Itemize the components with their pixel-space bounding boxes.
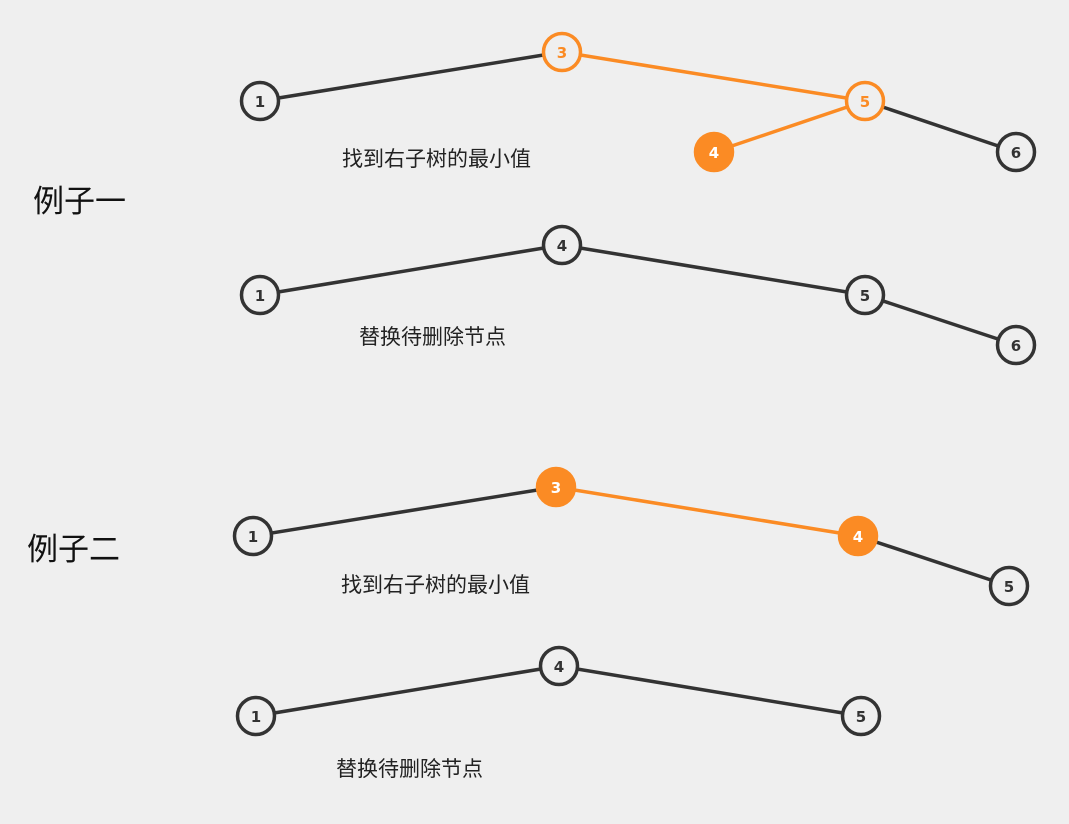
tree-node-4: 4 <box>541 224 583 266</box>
tree-node-label: 5 <box>860 287 870 305</box>
tree-node-label: 3 <box>557 44 567 62</box>
tree-node-label: 1 <box>255 287 265 305</box>
tree-node-5: 5 <box>988 565 1030 607</box>
tree-node-label: 1 <box>251 708 261 726</box>
tree-node-label: 4 <box>557 237 567 255</box>
tree-node-5: 5 <box>844 274 886 316</box>
tree-node-circle <box>538 645 580 687</box>
tree-node-label: 5 <box>860 93 870 111</box>
tree-node-label: 1 <box>255 93 265 111</box>
example-1-step-2: 1 4 5 6 替换待删除节点 <box>239 224 1037 366</box>
tree-node-circle <box>535 466 577 508</box>
tree-node-6: 6 <box>995 131 1037 173</box>
tree-node-circle <box>844 80 886 122</box>
tree-node-circle <box>693 131 735 173</box>
edge-a1-a3 <box>258 50 564 103</box>
tree-node-circle <box>541 224 583 266</box>
tree-node-label: 5 <box>1004 578 1014 596</box>
example-1-title: 例子一 <box>33 184 126 220</box>
edge-a5-a6 <box>863 99 1018 154</box>
tree-node-circle <box>239 274 281 316</box>
edge-c1-c3 <box>251 485 558 538</box>
example-2-title: 例子二 <box>27 532 120 568</box>
example-1-step-2-caption: 替换待删除节点 <box>359 325 506 349</box>
tree-node-circle <box>239 80 281 122</box>
example-2-step-1: 1 3 4 5 找到右子树的最小值 <box>232 466 1030 607</box>
edge-c4-c5 <box>856 534 1011 588</box>
tree-node-4: 4 <box>837 515 879 557</box>
example-1: 例子一 1 3 5 4 6 找到右子树的最小值 1 4 5 6 替换待删除节点 <box>33 31 1037 366</box>
tree-node-label: 4 <box>554 658 564 676</box>
edge-d1-d4 <box>254 664 561 718</box>
edge-a3-a5 <box>560 50 867 103</box>
example-1-step-2-edges <box>258 243 1018 347</box>
tree-node-1: 1 <box>232 515 274 557</box>
tree-node-1: 1 <box>239 80 281 122</box>
example-2-step-1-caption: 找到右子树的最小值 <box>341 573 530 597</box>
example-1-step-1: 1 3 5 4 6 找到右子树的最小值 <box>239 31 1037 173</box>
example-1-step-1-edges <box>258 50 1018 154</box>
tree-node-1: 1 <box>235 695 277 737</box>
tree-node-circle <box>988 565 1030 607</box>
tree-node-circle <box>995 324 1037 366</box>
tree-node-circle <box>840 695 882 737</box>
tree-node-circle <box>837 515 879 557</box>
edge-d4-d5 <box>557 664 863 718</box>
tree-node-circle <box>995 131 1037 173</box>
example-2-step-2-nodes: 1 4 5 <box>235 645 882 737</box>
edge-a5-a4 <box>712 99 867 154</box>
edge-b5-b6 <box>863 293 1018 347</box>
tree-node-5: 5 <box>844 80 886 122</box>
example-2: 例子二 1 3 4 5 找到右子树的最小值 1 4 5 替换待删除节点 <box>27 466 1030 781</box>
tree-node-4: 4 <box>693 131 735 173</box>
tree-node-label: 4 <box>709 144 719 162</box>
tree-node-circle <box>232 515 274 557</box>
example-1-step-1-nodes: 1 3 5 4 6 <box>239 31 1037 173</box>
tree-node-1: 1 <box>239 274 281 316</box>
example-1-step-2-nodes: 1 4 5 6 <box>239 224 1037 366</box>
edge-b4-b5 <box>560 243 867 297</box>
tree-node-3: 3 <box>541 31 583 73</box>
example-2-step-2-caption: 替换待删除节点 <box>336 757 483 781</box>
tree-node-label: 5 <box>856 708 866 726</box>
tree-node-5: 5 <box>840 695 882 737</box>
tree-node-label: 1 <box>248 528 258 546</box>
tree-node-label: 6 <box>1011 144 1021 162</box>
edge-b1-b4 <box>258 243 564 297</box>
example-1-step-1-caption: 找到右子树的最小值 <box>342 147 531 171</box>
example-2-step-1-edges <box>251 485 1011 588</box>
tree-node-label: 3 <box>551 479 561 497</box>
example-2-step-2-edges <box>254 664 863 718</box>
tree-node-6: 6 <box>995 324 1037 366</box>
tree-node-label: 6 <box>1011 337 1021 355</box>
tree-node-4: 4 <box>538 645 580 687</box>
tree-node-circle <box>541 31 583 73</box>
edge-c3-c4 <box>554 485 860 538</box>
tree-node-label: 4 <box>853 528 863 546</box>
example-2-step-1-nodes: 1 3 4 5 <box>232 466 1030 607</box>
tree-node-3: 3 <box>535 466 577 508</box>
tree-node-circle <box>844 274 886 316</box>
example-2-step-2: 1 4 5 替换待删除节点 <box>235 645 882 781</box>
tree-node-circle <box>235 695 277 737</box>
